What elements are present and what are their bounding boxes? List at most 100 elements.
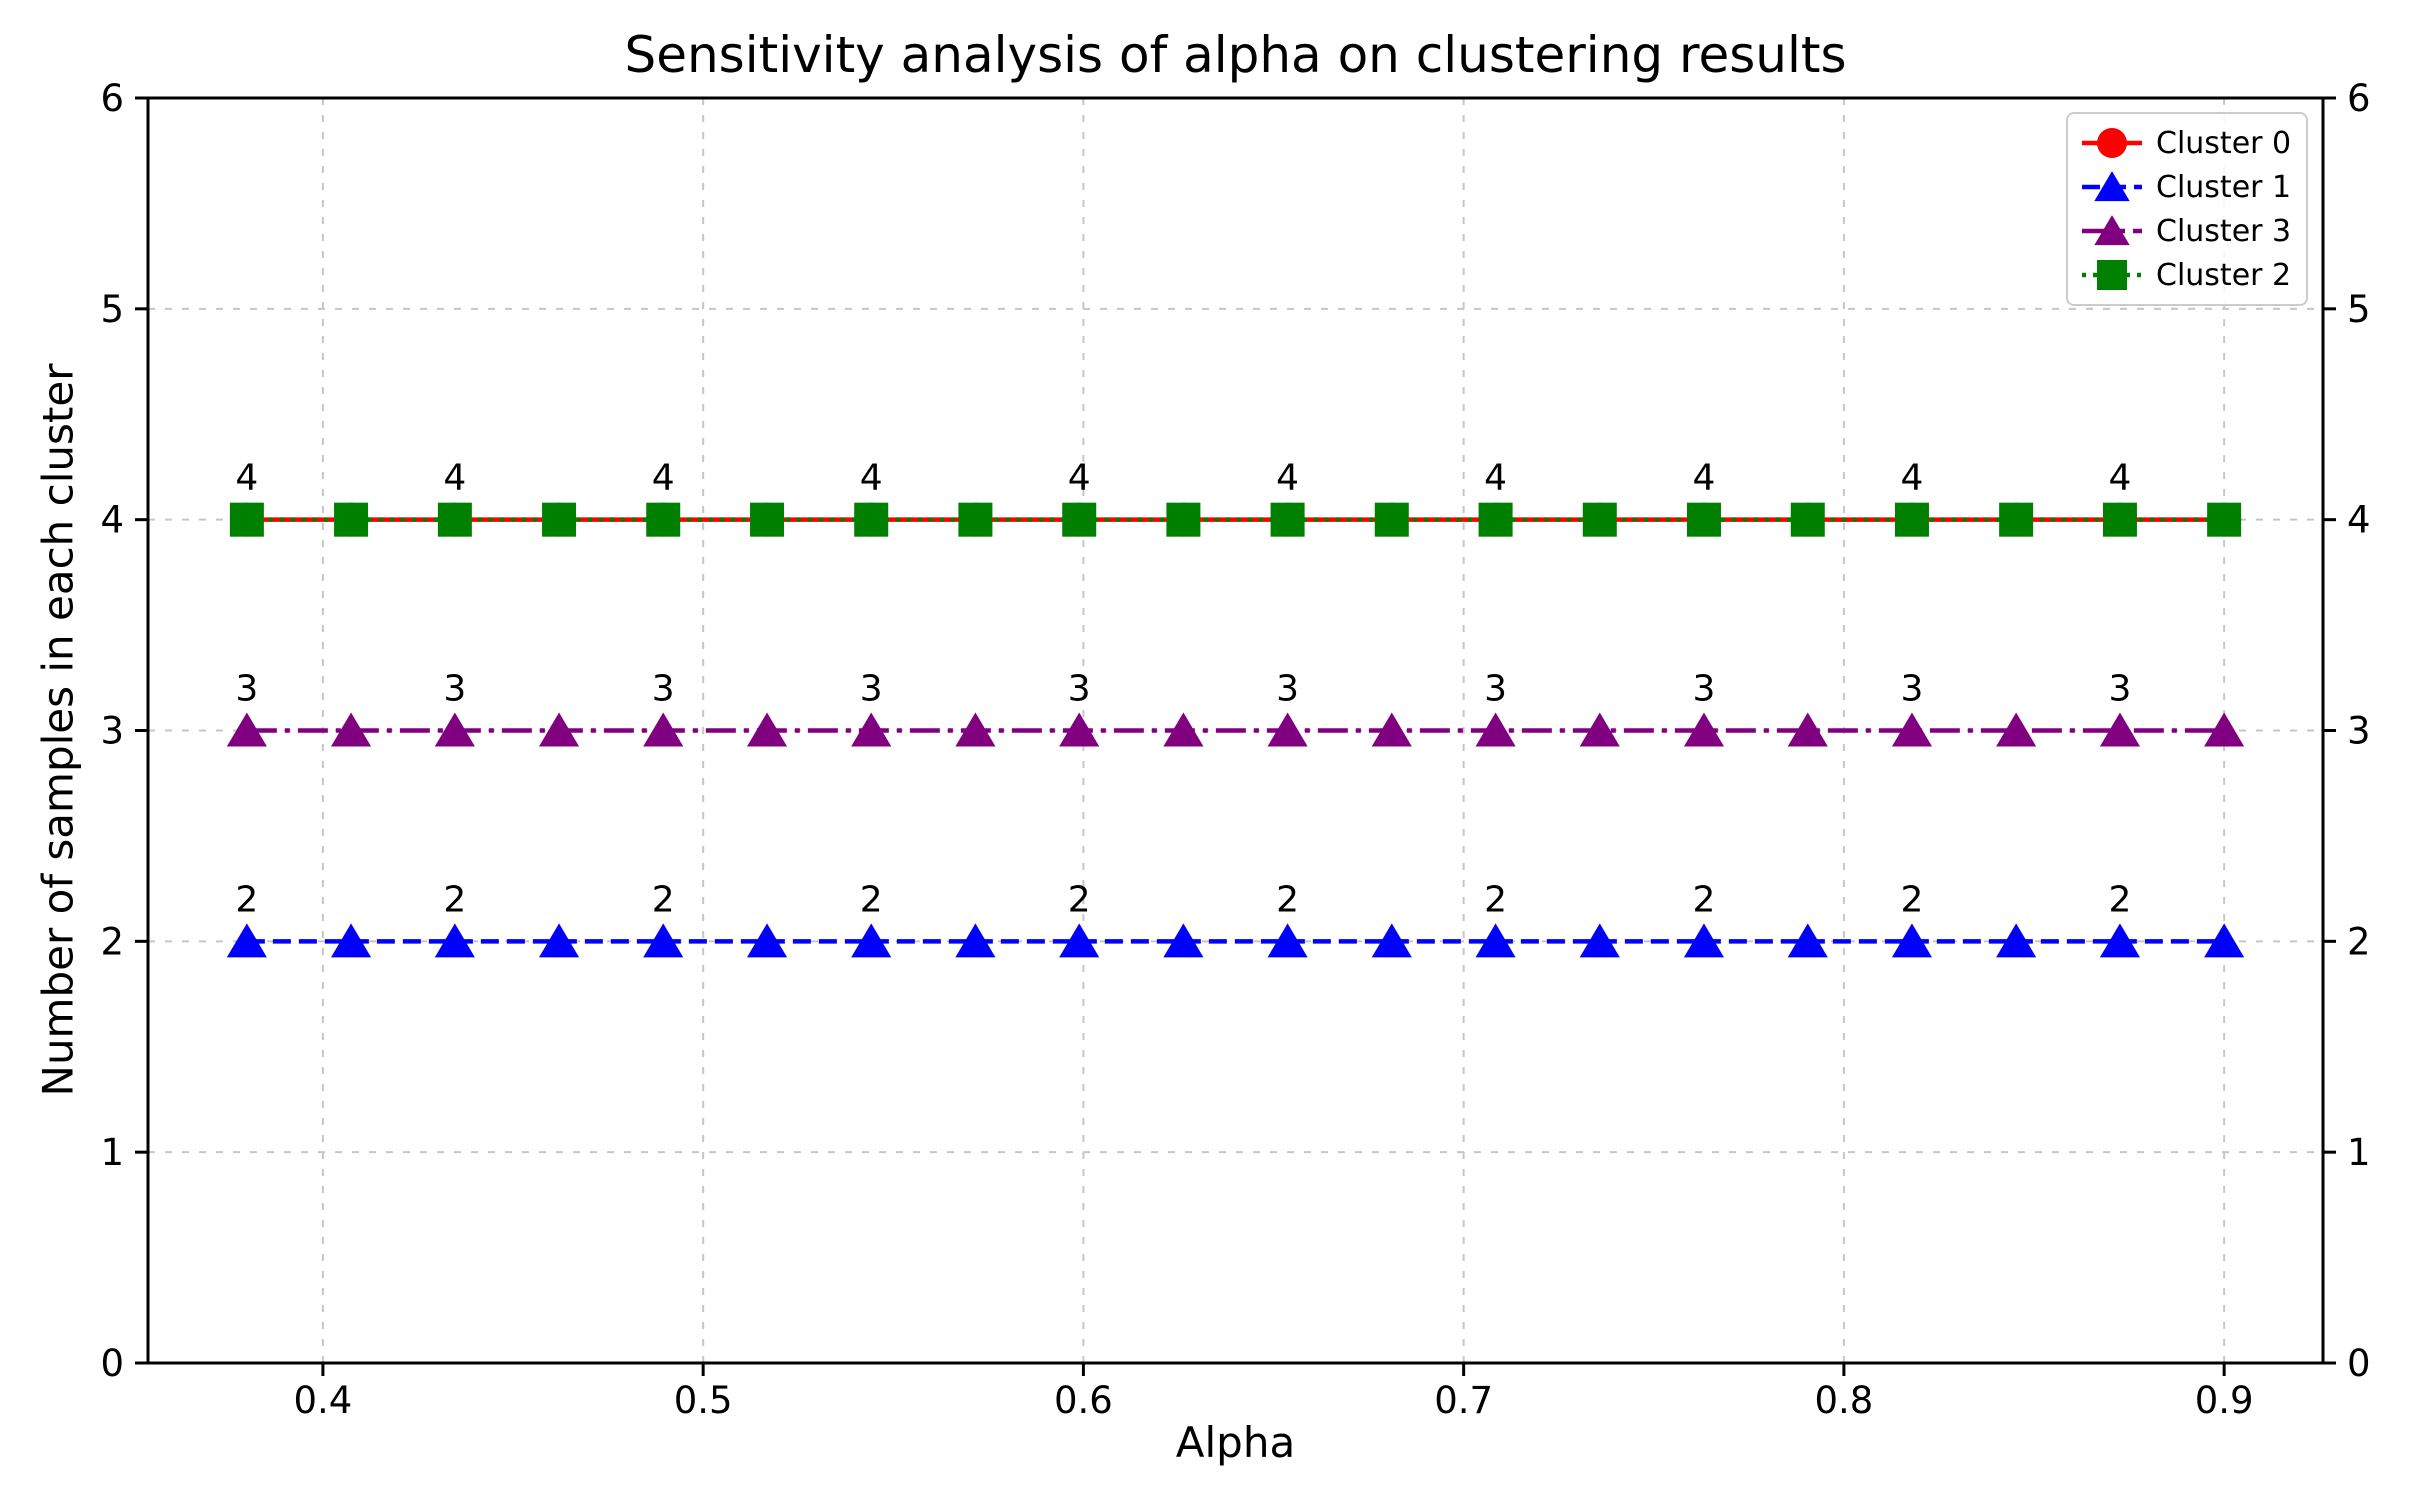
y-tick-label-right: 0 xyxy=(2347,1342,2371,1385)
marker-cluster-2 xyxy=(2207,502,2242,537)
marker-cluster-2 xyxy=(958,502,993,537)
marker-cluster-3 xyxy=(1371,712,1412,747)
data-label: 3 xyxy=(1693,669,1716,710)
plot-area: 0.4 0.5 0.6 0.7 0.8 0.9 0 0 1 1 2 2 3 3 4 4 5 5 6 6 4 4 4 4 4 4 4 4… xyxy=(100,77,2370,1422)
marker-cluster-3 xyxy=(1996,712,2037,747)
marker-cluster-1 xyxy=(2204,923,2245,958)
data-label: 2 xyxy=(860,879,883,920)
marker-cluster-3 xyxy=(1267,712,1308,747)
data-label: 4 xyxy=(1901,458,1924,499)
marker-cluster-1 xyxy=(1163,923,1204,958)
x-axis-label: Alpha xyxy=(1175,1418,1296,1467)
marker-cluster-2 xyxy=(1686,502,1721,537)
marker-cluster-1 xyxy=(1891,923,1933,958)
marker-cluster-3 xyxy=(1683,712,1725,747)
marker-cluster-3 xyxy=(1475,712,1516,747)
legend-label: Cluster 2 xyxy=(2156,257,2292,293)
data-label: 2 xyxy=(1276,879,1299,920)
legend-entry-cluster-3: Cluster 3 xyxy=(2074,209,2300,253)
marker-cluster-2 xyxy=(1166,502,1201,537)
legend-label: Cluster 3 xyxy=(2156,213,2292,249)
marker-cluster-3 xyxy=(851,712,892,747)
marker-cluster-1 xyxy=(955,923,996,958)
marker-cluster-1 xyxy=(434,923,475,958)
data-label: 4 xyxy=(860,458,883,499)
y-tick-label-right: 4 xyxy=(2347,499,2371,542)
data-label: 4 xyxy=(1693,458,1716,499)
marker-cluster-2 xyxy=(1999,502,2034,537)
data-label: 2 xyxy=(443,879,466,920)
marker-cluster-2 xyxy=(1270,502,1305,537)
data-label: 2 xyxy=(652,879,675,920)
marker-cluster-1 xyxy=(2099,923,2141,958)
y-tick-label-right: 5 xyxy=(2347,288,2371,331)
marker-cluster-1 xyxy=(1475,923,1516,958)
data-label: 3 xyxy=(2108,669,2131,710)
data-label: 2 xyxy=(235,879,258,920)
legend-entry-cluster-2: Cluster 2 xyxy=(2074,253,2300,297)
marker-cluster-2 xyxy=(334,502,369,537)
legend-sample-cluster-0 xyxy=(2082,128,2142,158)
marker-cluster-3 xyxy=(1163,712,1204,747)
marker-cluster-1 xyxy=(1267,923,1308,958)
marker-cluster-3 xyxy=(1579,712,1620,747)
marker-cluster-3 xyxy=(1059,712,1100,747)
legend-sample-cluster-2 xyxy=(2082,260,2142,290)
data-label: 3 xyxy=(1068,669,1091,710)
marker-cluster-1 xyxy=(746,923,788,958)
data-label: 2 xyxy=(2108,879,2131,920)
marker-cluster-1 xyxy=(1579,923,1620,958)
y-tick-label-right: 2 xyxy=(2347,920,2371,963)
marker-cluster-3 xyxy=(434,712,475,747)
legend-marker-circle-icon xyxy=(2097,128,2127,158)
marker-cluster-3 xyxy=(226,712,267,747)
marker-cluster-2 xyxy=(1062,502,1097,537)
legend-marker-triangle-icon xyxy=(2094,171,2130,202)
data-label: 4 xyxy=(2108,458,2131,499)
marker-cluster-2 xyxy=(229,502,264,537)
legend-marker-triangle-icon xyxy=(2094,215,2130,246)
marker-cluster-3 xyxy=(2204,712,2245,747)
legend-marker-square-icon xyxy=(2097,260,2127,290)
legend-entry-cluster-1: Cluster 1 xyxy=(2074,165,2300,209)
y-tick-label-left: 6 xyxy=(100,77,124,120)
y-tick-label-left: 5 xyxy=(100,288,124,331)
x-tick-label: 0.6 xyxy=(1054,1379,1113,1422)
y-tick-label-right: 1 xyxy=(2347,1131,2371,1174)
x-tick-label: 0.8 xyxy=(1814,1379,1873,1422)
marker-cluster-3 xyxy=(330,712,372,747)
marker-cluster-1 xyxy=(1059,923,1100,958)
legend-entry-cluster-0: Cluster 0 xyxy=(2074,121,2300,165)
x-tick-label: 0.4 xyxy=(293,1379,352,1422)
data-label: 2 xyxy=(1484,879,1507,920)
marker-cluster-2 xyxy=(542,502,577,537)
y-tick-label-left: 2 xyxy=(100,920,124,963)
marker-cluster-2 xyxy=(1478,502,1513,537)
data-label: 3 xyxy=(1484,669,1507,710)
y-tick-label-left: 0 xyxy=(100,1342,124,1385)
chart-title: Sensitivity analysis of alpha on cluster… xyxy=(624,26,1847,84)
marker-cluster-2 xyxy=(437,502,472,537)
data-label: 4 xyxy=(443,458,466,499)
data-label: 2 xyxy=(1068,879,1091,920)
legend-label: Cluster 1 xyxy=(2156,169,2292,205)
data-label: 3 xyxy=(652,669,675,710)
data-label: 4 xyxy=(1068,458,1091,499)
y-tick-label-right: 6 xyxy=(2347,77,2371,120)
data-label: 2 xyxy=(1901,879,1924,920)
data-label: 4 xyxy=(1484,458,1507,499)
marker-cluster-3 xyxy=(538,712,580,747)
marker-cluster-3 xyxy=(746,712,788,747)
marker-cluster-1 xyxy=(643,923,684,958)
x-tick-label: 0.5 xyxy=(674,1379,733,1422)
marker-cluster-1 xyxy=(1787,923,1828,958)
marker-cluster-3 xyxy=(1787,712,1828,747)
marker-cluster-2 xyxy=(1894,502,1929,537)
marker-cluster-2 xyxy=(646,502,681,537)
marker-cluster-2 xyxy=(1582,502,1617,537)
legend-sample-cluster-3 xyxy=(2082,215,2142,246)
data-label: 3 xyxy=(443,669,466,710)
marker-cluster-1 xyxy=(1371,923,1412,958)
data-label: 3 xyxy=(235,669,258,710)
